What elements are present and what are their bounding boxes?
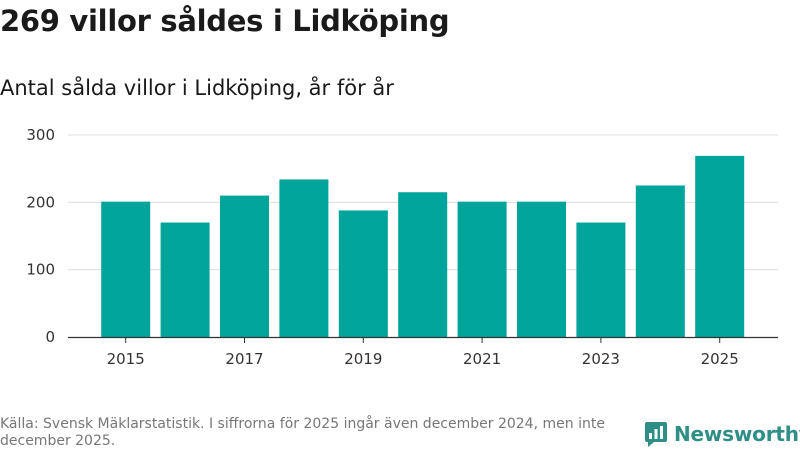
- y-tick-label-0: 0: [45, 328, 55, 346]
- x-tick-label-2023: 2023: [582, 350, 620, 368]
- y-tick-label-100: 100: [26, 261, 55, 279]
- chart-title: 269 villor såldes i Lidköping: [0, 4, 450, 38]
- x-tick-label-2025: 2025: [701, 350, 739, 368]
- source-note: Källa: Svensk Mäklarstatistik. I siffror…: [0, 416, 605, 449]
- bar-2025: [695, 155, 745, 337]
- newsworthy-logo: Newsworthy: [644, 419, 800, 449]
- chart-subtitle: Antal sålda villor i Lidköping, år för å…: [0, 76, 394, 100]
- bar-2019: [338, 210, 388, 337]
- bar-2016: [160, 222, 210, 337]
- newsworthy-logo-icon: [645, 422, 667, 447]
- bar-2023: [576, 222, 626, 337]
- y-tick-label-200: 200: [26, 193, 55, 211]
- bar-2020: [398, 192, 448, 337]
- bar-chart: 0 100 200 300 2015 2017 2019 2021 2023 2025: [26, 126, 778, 368]
- newsworthy-logo-text: Newsworthy: [674, 422, 800, 446]
- bar-2018: [279, 179, 329, 337]
- bar-2017: [220, 195, 269, 337]
- y-tick-label-300: 300: [26, 126, 55, 144]
- bar-2024: [635, 185, 685, 337]
- bar-2015: [101, 201, 151, 337]
- bar-2022: [517, 201, 566, 337]
- x-tick-label-2019: 2019: [344, 350, 382, 368]
- x-tick-label-2021: 2021: [463, 350, 501, 368]
- x-tick-label-2015: 2015: [107, 350, 145, 368]
- bar-2021: [457, 201, 507, 337]
- x-tick-label-2017: 2017: [225, 350, 263, 368]
